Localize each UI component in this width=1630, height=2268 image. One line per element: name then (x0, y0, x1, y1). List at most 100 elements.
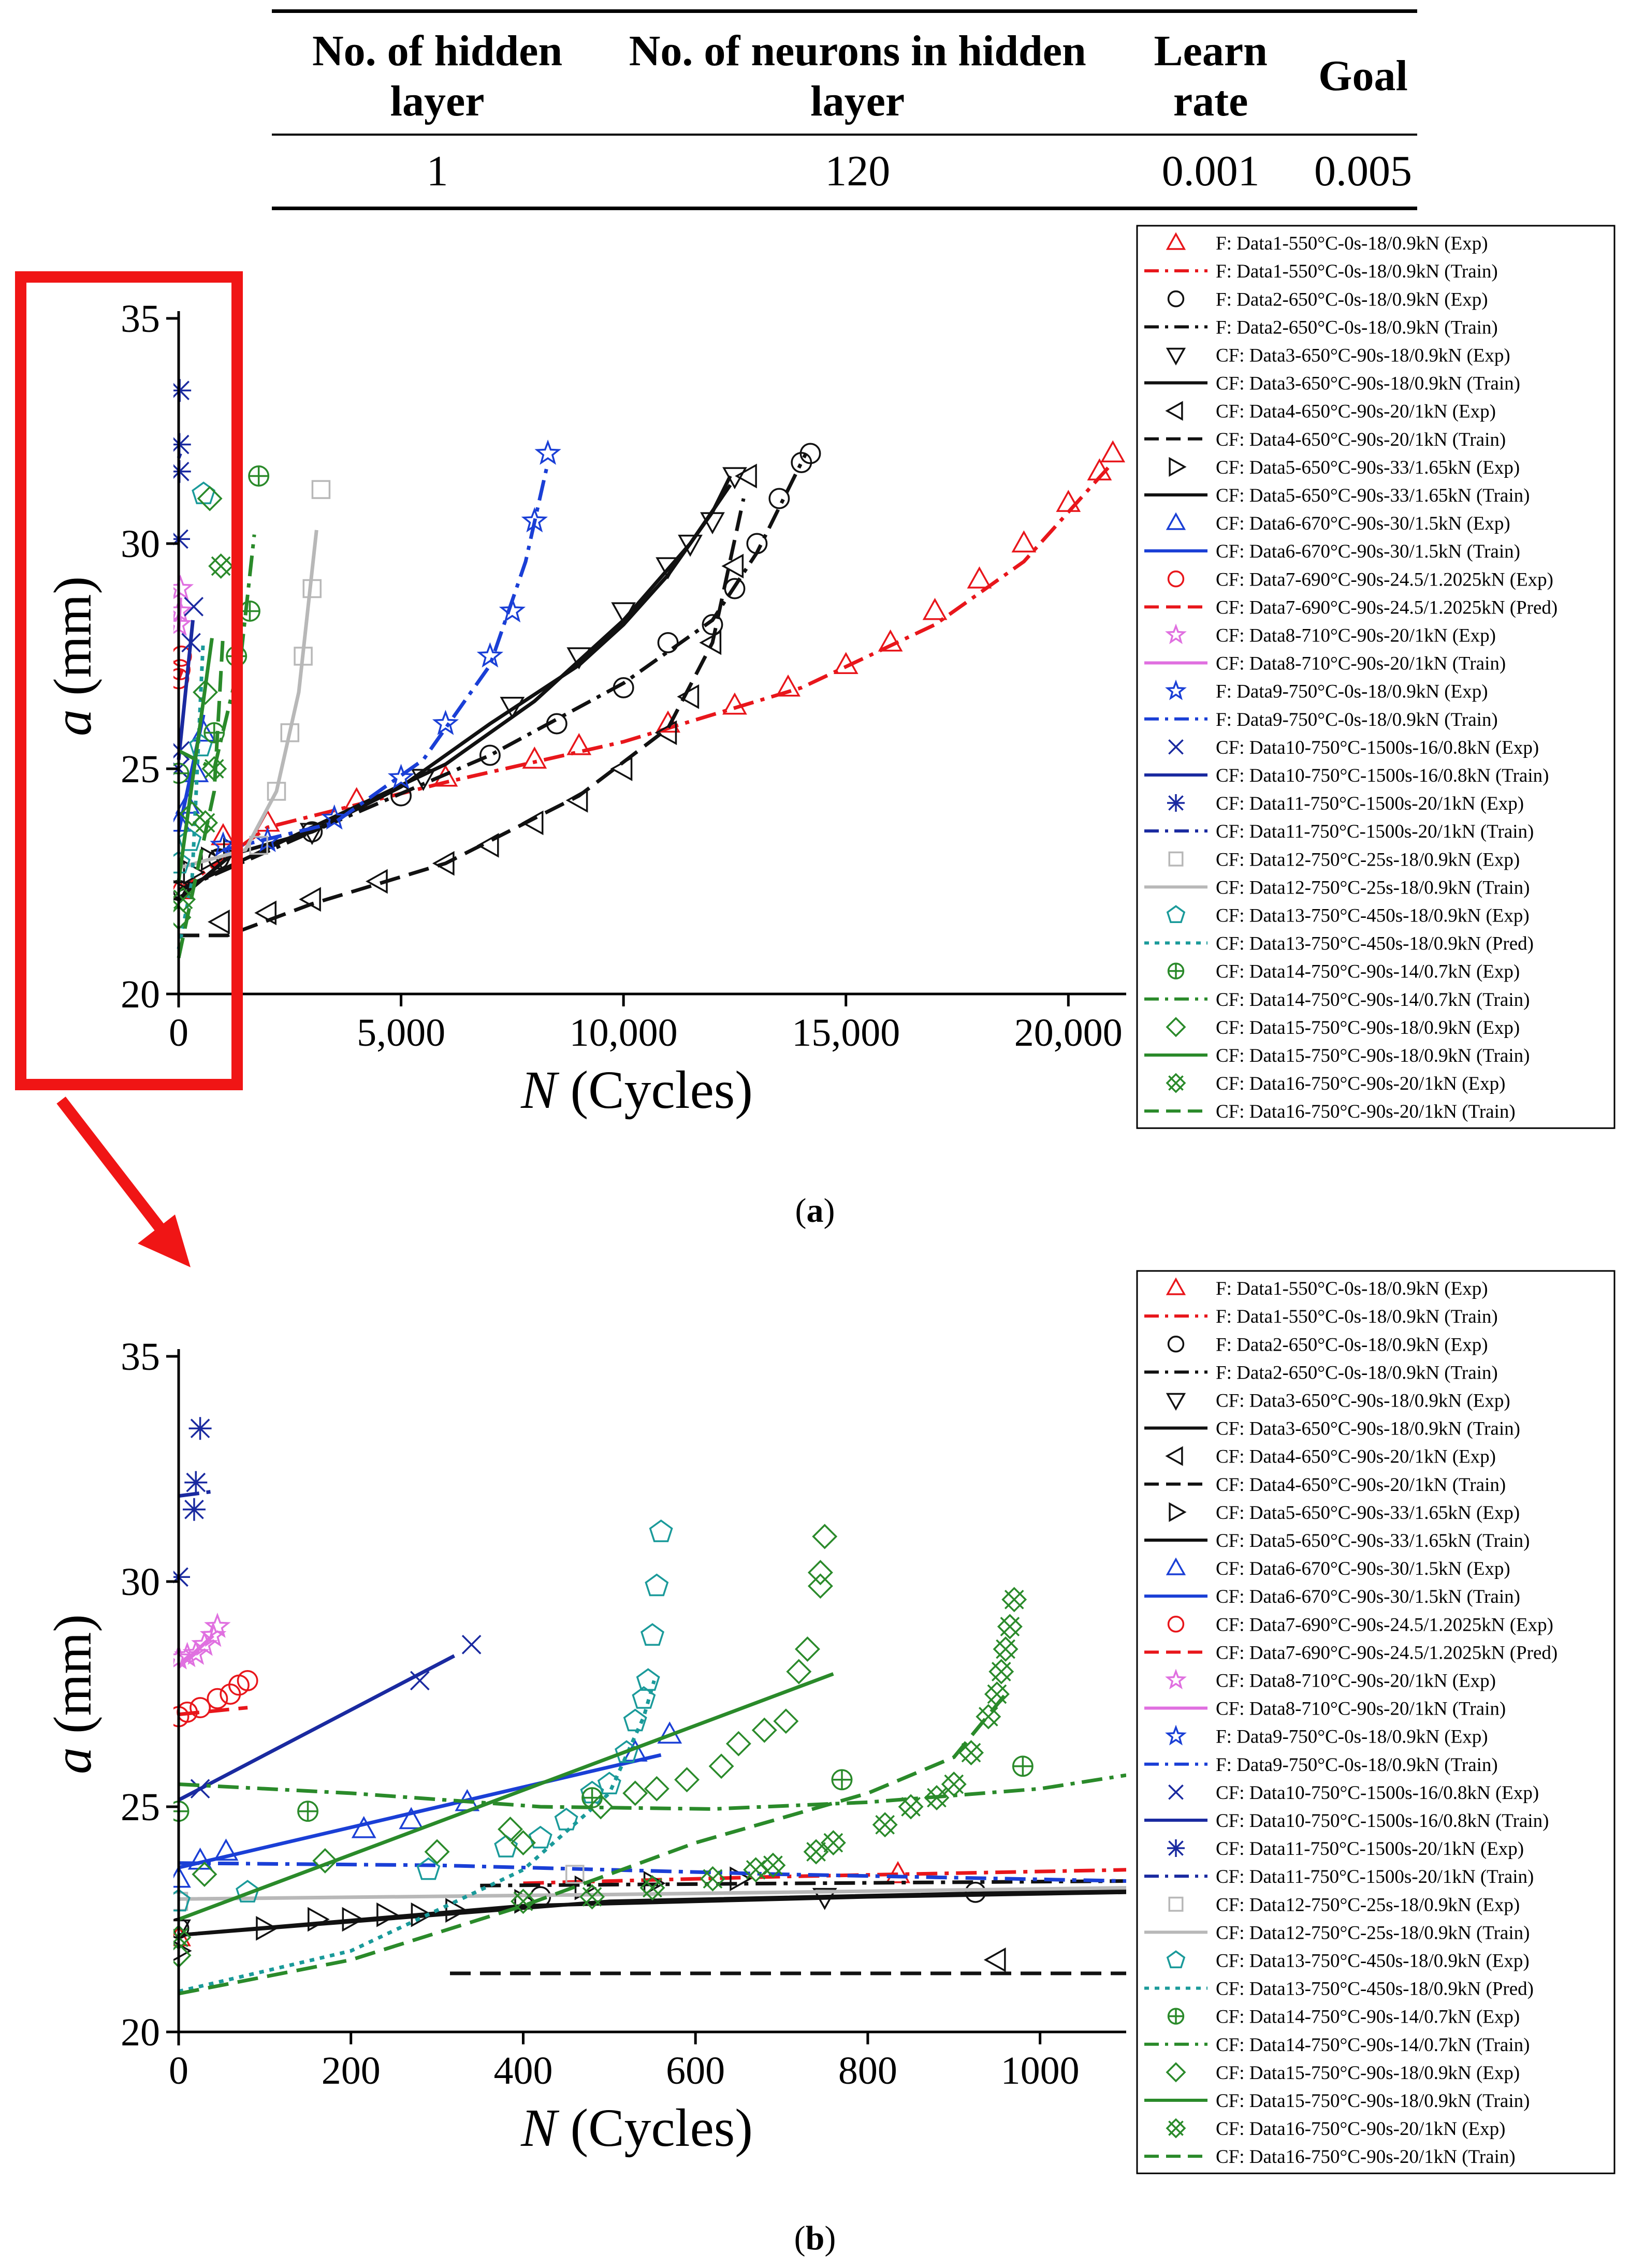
data-point (237, 1670, 258, 1691)
legend-entry-label: F: Data1-550°C-0s-18/0.9kN (Train) (1216, 1306, 1498, 1327)
data-point (197, 486, 223, 511)
legend-entry-label: CF: Data13-750°C-450s-18/0.9kN (Pred) (1216, 933, 1534, 955)
legend-swatch-marker (1168, 739, 1184, 755)
legend-swatch-marker (1166, 1073, 1186, 1093)
data-point (182, 1498, 206, 1521)
legend-entry-label: F: Data9-750°C-0s-18/0.9kN (Train) (1216, 709, 1498, 730)
legend: F: Data1-550°C-0s-18/0.9kN (Exp) F: Data1… (1136, 225, 1616, 1129)
data-point (588, 1794, 614, 1820)
legend-entry-label: CF: Data6-670°C-90s-30/1.5kN (Train) (1216, 1586, 1520, 1607)
legend-entry-label: CF: Data4-650°C-90s-20/1kN (Exp) (1216, 401, 1496, 422)
legend-entry-label: CF: Data10-750°C-1500s-16/0.8kN (Train) (1216, 765, 1549, 786)
legend-entry-label: CF: Data16-750°C-90s-20/1kN (Exp) (1216, 2118, 1505, 2140)
x-axis-title-unit: (Cycles) (557, 2098, 753, 2158)
legend-entry-label: CF: Data11-750°C-1500s-20/1kN (Train) (1216, 821, 1534, 842)
data-point (958, 1740, 984, 1766)
data-point (432, 710, 459, 735)
legend-swatch-marker (1166, 232, 1186, 250)
legend-entry-label: CF: Data3-650°C-90s-18/0.9kN (Exp) (1216, 345, 1510, 366)
legend-swatch-marker (1165, 401, 1183, 421)
data-point (1012, 1755, 1034, 1777)
legend-entry-label: F: Data2-650°C-0s-18/0.9kN (Exp) (1216, 1334, 1488, 1355)
legend-entry-label: F: Data1-550°C-0s-18/0.9kN (Exp) (1216, 1278, 1488, 1299)
data-point (649, 1519, 673, 1542)
data-point (479, 744, 501, 766)
data-point (387, 764, 415, 789)
data-point (200, 846, 223, 871)
legend-entry-label: CF: Data15-750°C-90s-18/0.9kN (Exp) (1216, 1017, 1520, 1038)
legend-swatch-marker (1165, 679, 1187, 700)
panel-label-letter: b (806, 2219, 825, 2257)
data-point (645, 1573, 669, 1597)
y-tick-label: 35 (121, 297, 160, 341)
data-point (812, 1524, 838, 1549)
series-line (178, 1672, 834, 1921)
panel-label-open: ( (795, 1192, 807, 1230)
header-neurons: No. of neurons in hidden layer (603, 9, 1113, 136)
legend-entry-label: CF: Data14-750°C-90s-14/0.7kN (Exp) (1216, 961, 1520, 983)
legend-entry-label: CF: Data7-690°C-90s-24.5/1.2025kN (Pred) (1216, 1642, 1558, 1663)
data-point (416, 1857, 441, 1880)
data-point (700, 1866, 725, 1892)
data-point (249, 836, 268, 855)
legend-entry-label: F: Data1-550°C-0s-18/0.9kN (Train) (1216, 261, 1498, 282)
series-line (178, 1773, 1126, 1811)
data-point (179, 801, 205, 827)
legend-entry-label: CF: Data4-650°C-90s-20/1kN (Train) (1216, 429, 1506, 450)
data-point (1001, 1587, 1027, 1613)
x-tick-label: 0 (169, 2049, 188, 2093)
legend-swatch-marker (1167, 1839, 1185, 1857)
y-tick-label: 25 (121, 1786, 160, 1829)
data-point (342, 1907, 365, 1932)
data-point (639, 1875, 665, 1901)
legend-entry-label: CF: Data7-690°C-90s-24.5/1.2025kN (Exp) (1216, 1614, 1553, 1635)
series-line (178, 1886, 1126, 1901)
legend-entry-label: CF: Data8-710°C-90s-20/1kN (Train) (1216, 1699, 1506, 1720)
panel-label-close: ) (824, 1192, 835, 1230)
zoom-arrow-head (138, 1215, 191, 1267)
y-axis-title: a (mm) (43, 1614, 103, 1774)
data-point (773, 1708, 799, 1734)
data-point (898, 1794, 924, 1820)
data-point (445, 1898, 468, 1923)
data-point (924, 1785, 950, 1811)
legend-swatch-marker (1166, 905, 1186, 923)
data-point (636, 1668, 660, 1691)
x-tick-label: 400 (493, 2049, 552, 2093)
series-line (177, 633, 225, 959)
series-line (178, 1861, 1126, 1883)
legend-entry-label: F: Data1-550°C-0s-18/0.9kN (Exp) (1216, 233, 1488, 254)
legend-swatch-marker (1166, 1393, 1186, 1411)
legend-entry-label: CF: Data13-750°C-450s-18/0.9kN (Exp) (1216, 905, 1530, 926)
y-axis-title-unit: (mm) (43, 576, 103, 709)
panel-label-open: ( (794, 2219, 806, 2257)
legend-swatch-marker (1166, 2118, 1186, 2139)
data-point (424, 1839, 450, 1865)
data-point (522, 747, 547, 769)
data-point (432, 851, 455, 876)
series-line (178, 1888, 1126, 1937)
legend-swatch-marker (1168, 851, 1184, 867)
data-point (311, 480, 331, 499)
data-point (184, 596, 204, 617)
data-point (192, 1862, 217, 1887)
legend-entry-label: CF: Data13-750°C-450s-18/0.9kN (Pred) (1216, 1979, 1534, 2000)
legend-swatch-marker (1166, 1950, 1186, 1968)
data-point (188, 1417, 212, 1440)
legend-entry-label: CF: Data16-750°C-90s-20/1kN (Train) (1216, 1101, 1516, 1122)
legend-swatch-marker (1167, 2008, 1185, 2025)
data-point (656, 710, 680, 733)
data-point (254, 900, 276, 926)
data-point (534, 440, 561, 465)
data-point (321, 804, 348, 830)
parameters-table: No. of hidden layer No. of neurons in hi… (272, 9, 1417, 211)
x-axis-title: N (Cycles) (520, 2098, 753, 2158)
legend-entry-label: F: Data2-650°C-0s-18/0.9kN (Train) (1216, 317, 1498, 338)
data-point (1100, 440, 1126, 463)
legend-swatch-marker (1168, 1784, 1184, 1800)
legend-entry-label: F: Data9-750°C-0s-18/0.9kN (Exp) (1216, 1726, 1488, 1748)
legend-entry-label: CF: Data7-690°C-90s-24.5/1.2025kN (Exp) (1216, 569, 1553, 590)
data-point (267, 782, 286, 801)
data-point (941, 1772, 967, 1797)
